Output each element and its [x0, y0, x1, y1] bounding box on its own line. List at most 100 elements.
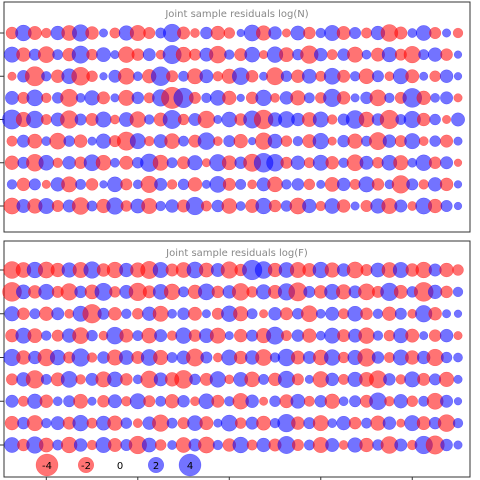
bubble [27, 328, 43, 344]
bubble [258, 373, 270, 385]
bubble [453, 50, 463, 59]
bubble [209, 327, 226, 344]
bubble [236, 93, 245, 103]
bubble [143, 395, 156, 408]
bubble [212, 136, 223, 146]
bubble [427, 47, 443, 62]
bubble [5, 373, 19, 386]
bubble [99, 72, 108, 81]
bubble [234, 417, 247, 429]
bubble [290, 350, 305, 365]
bubble [107, 394, 122, 409]
bubble [453, 397, 463, 406]
bubble [291, 373, 304, 386]
bubble [427, 198, 443, 214]
bubble [96, 91, 111, 105]
bubble [325, 155, 339, 170]
bubble [316, 179, 326, 189]
bubble [213, 114, 223, 125]
bubble [107, 176, 123, 193]
bubble [97, 394, 110, 408]
bubble [255, 349, 272, 366]
bubble [40, 373, 52, 385]
bubble [52, 49, 64, 61]
bubble [338, 440, 349, 450]
bubble [290, 393, 306, 409]
bubble [453, 136, 463, 146]
bubble [372, 308, 384, 319]
bubble [291, 329, 305, 342]
legend-bubble [77, 456, 95, 474]
bubble [75, 93, 86, 103]
bubble [360, 307, 373, 321]
bubble [438, 371, 455, 388]
bubble [197, 110, 216, 129]
bubble [269, 395, 281, 407]
bubble [440, 91, 454, 105]
bubble [109, 27, 121, 39]
bubble [418, 49, 430, 61]
bubble [440, 438, 453, 452]
bubble [223, 27, 236, 39]
bubble [143, 26, 156, 40]
bubble [41, 27, 52, 39]
bubble [222, 177, 236, 191]
bubble [210, 25, 226, 41]
bubble [5, 90, 19, 105]
bubble [383, 373, 396, 386]
bubble [27, 26, 42, 40]
bubble [244, 46, 260, 63]
bubble [236, 28, 245, 38]
bubble [75, 178, 87, 190]
bubble [222, 90, 237, 106]
bubble [439, 328, 454, 343]
bubble [337, 329, 351, 343]
bubble [281, 28, 291, 38]
bubble [178, 135, 190, 147]
bubble [200, 200, 212, 212]
bubble [292, 135, 304, 147]
bubble [27, 133, 43, 149]
bubble [164, 394, 180, 409]
bubble [166, 352, 178, 363]
bubble [187, 155, 203, 171]
bubble [144, 135, 155, 147]
bubble [415, 25, 432, 41]
bubble [197, 132, 216, 150]
bubble [394, 26, 408, 40]
bubble [439, 177, 454, 192]
bubble [416, 90, 431, 106]
bubble [404, 133, 421, 150]
bubble [40, 114, 52, 125]
bubble [350, 93, 360, 103]
bubble [41, 92, 52, 104]
bubble [87, 396, 97, 406]
bubble [38, 154, 55, 171]
bubble [131, 91, 145, 105]
bubble [452, 286, 464, 298]
bubble [85, 178, 99, 191]
bubble [290, 25, 306, 41]
bubble [120, 373, 133, 386]
bubble [428, 156, 442, 170]
bubble [358, 327, 375, 344]
bubble [361, 417, 372, 429]
bubble [51, 199, 64, 213]
bubble [200, 351, 213, 364]
bubble [41, 330, 52, 341]
bubble [347, 46, 364, 63]
bubble [407, 28, 418, 38]
bubble [177, 113, 190, 126]
bubble [6, 179, 18, 190]
bubble [384, 92, 395, 104]
bubble [427, 284, 443, 300]
bubble [338, 373, 350, 385]
bubble [315, 308, 326, 319]
bubble [440, 199, 453, 213]
bubble [129, 133, 146, 150]
bubble [429, 26, 442, 40]
bubble [50, 416, 65, 431]
bubble [132, 418, 143, 428]
bubble [418, 136, 429, 146]
bubble [177, 26, 191, 40]
